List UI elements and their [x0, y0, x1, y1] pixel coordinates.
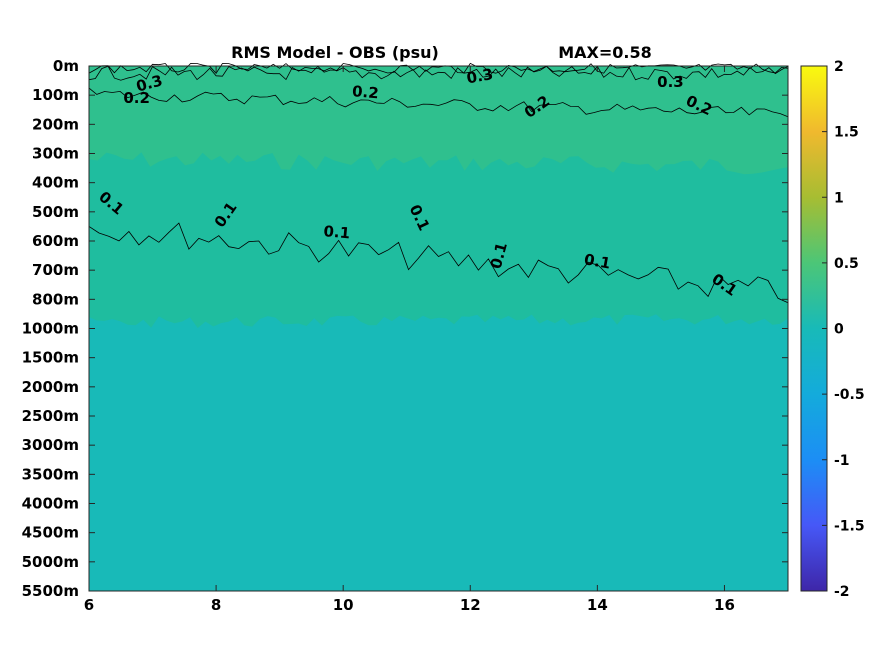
x-tick-label: 6	[84, 596, 94, 614]
colorbar-tick-label: 1.5	[834, 125, 859, 141]
colorbar-tick-label: 1	[834, 190, 844, 206]
y-tick-label: 300m	[32, 145, 79, 163]
plot-area: 0.3 0.3 0.30.2 0.2 0.2 0.20.1 0.10.1 0.10.1 0.10…	[22, 57, 789, 614]
y-tick-label: 0m	[53, 57, 79, 75]
colorbar-tick-label: -2	[834, 584, 850, 600]
y-tick-label: 4000m	[22, 495, 79, 513]
y-tick-label: 3000m	[22, 436, 79, 454]
chart-title: RMS Model - OBS (psu)	[231, 43, 439, 62]
x-tick-label: 10	[333, 596, 354, 614]
x-axis: 6 8 10 12 14 16	[84, 66, 735, 614]
y-tick-label: 1000m	[22, 320, 79, 338]
contour-0.3	[88, 65, 789, 81]
contour-label: 0.1	[323, 222, 351, 242]
colorbar-tick-label: 2	[834, 59, 844, 75]
x-tick-label: 14	[587, 596, 608, 614]
x-tick-label: 8	[211, 596, 221, 614]
y-tick-label: 5000m	[22, 553, 79, 571]
contour-label: 0.3	[465, 65, 494, 87]
y-axis: 0m 100m 200m 300m 400m 500m 600m 700m 800m 1000m 1…	[22, 57, 788, 600]
contour-0.1	[88, 222, 789, 304]
y-tick-label: 1500m	[22, 349, 79, 367]
y-tick-label: 3500m	[22, 465, 79, 483]
layer-upper	[89, 66, 788, 175]
colorbar-tick-label: -0.5	[834, 387, 865, 403]
colorbar-ticks: 2 1.5 1 0.5 0 -0.5 -1 -1.5 -2	[822, 59, 865, 600]
y-tick-label: 400m	[32, 174, 79, 192]
colorbar-tick-label: -1	[834, 453, 850, 469]
x-tick-label: 16	[714, 596, 735, 614]
colorbar-tick-label: 0.5	[834, 256, 859, 272]
contour-label: 0.2	[351, 82, 379, 102]
colorbar: 2 1.5 1 0.5 0 -0.5 -1 -1.5 -2	[800, 59, 865, 600]
y-tick-label: 4500m	[22, 524, 79, 542]
y-tick-label: 200m	[32, 115, 79, 133]
contour-label: 0.1	[583, 250, 612, 272]
colorbar-tick-label: 0	[834, 322, 844, 338]
y-tick-label: 500m	[32, 203, 79, 221]
y-tick-label: 700m	[32, 261, 79, 279]
y-tick-label: 2500m	[22, 407, 79, 425]
y-tick-label: 800m	[32, 290, 79, 308]
y-tick-label: 100m	[32, 86, 79, 104]
chart-subtitle: MAX=0.58	[558, 43, 652, 62]
colorbar-tick-label: -1.5	[834, 518, 865, 534]
contour-0.2	[88, 87, 789, 118]
contour-label: 0.2	[123, 89, 150, 107]
x-tick-label: 12	[460, 596, 481, 614]
contour-label: 0.3	[657, 73, 684, 91]
y-tick-label: 600m	[32, 232, 79, 250]
y-tick-label: 2000m	[22, 378, 79, 396]
y-tick-label: 5500m	[22, 582, 79, 600]
